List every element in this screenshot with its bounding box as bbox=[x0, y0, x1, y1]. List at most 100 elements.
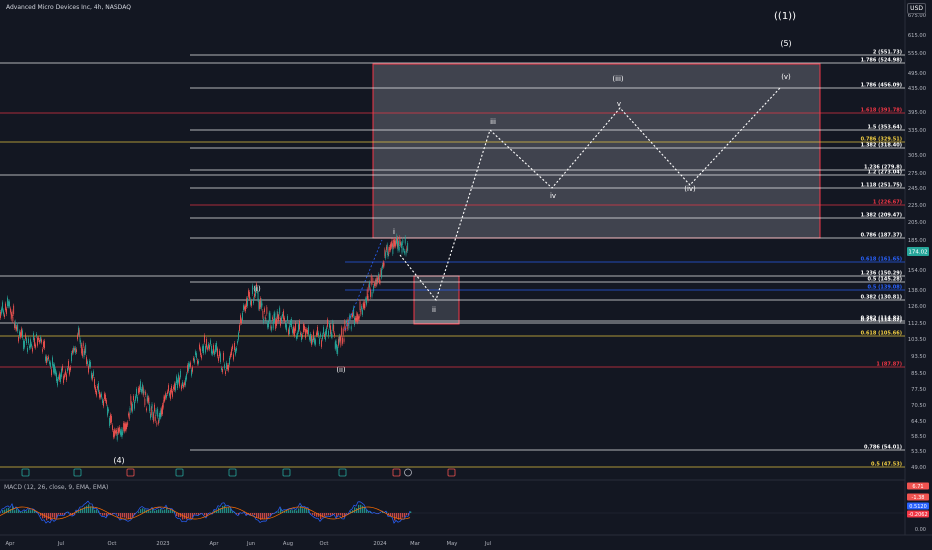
macd-bar bbox=[86, 505, 88, 513]
candle-body bbox=[298, 324, 299, 333]
macd-bar bbox=[232, 511, 234, 513]
candle-body bbox=[238, 332, 239, 340]
target-box[interactable] bbox=[372, 63, 821, 239]
candle-body bbox=[158, 420, 159, 424]
candle-body bbox=[348, 322, 350, 329]
candle-body bbox=[150, 408, 152, 416]
macd-bar bbox=[392, 513, 394, 516]
candle-body bbox=[319, 338, 320, 345]
candle-body bbox=[71, 352, 72, 362]
candle-body bbox=[29, 345, 30, 349]
price-tick: 245.00 bbox=[908, 186, 926, 192]
candle-body bbox=[7, 297, 8, 307]
macd-bar bbox=[404, 513, 406, 518]
candle-body bbox=[116, 429, 117, 434]
candle-body bbox=[295, 323, 296, 331]
candle-body bbox=[340, 337, 342, 346]
candle-body bbox=[142, 387, 144, 396]
candle-body bbox=[318, 332, 319, 337]
candle-body bbox=[117, 428, 119, 433]
currency-button[interactable]: USD bbox=[907, 3, 926, 14]
candle-body bbox=[200, 348, 201, 356]
candle-body bbox=[173, 386, 174, 390]
macd-pane: 6.71 -1.38 0.5120 -0.2062 0.00 bbox=[0, 482, 929, 533]
macd-bar bbox=[100, 513, 102, 515]
macd-bar bbox=[168, 510, 170, 513]
macd-bar bbox=[170, 509, 172, 513]
candle-body bbox=[398, 240, 400, 246]
macd-bar bbox=[350, 511, 352, 513]
macd-bar bbox=[16, 508, 18, 513]
macd-bar bbox=[298, 508, 300, 513]
candle-body bbox=[280, 318, 281, 326]
candle-body bbox=[404, 237, 406, 244]
macd-bar bbox=[388, 513, 390, 516]
candle-body bbox=[241, 319, 242, 323]
macd-bar bbox=[216, 510, 218, 513]
candle-body bbox=[357, 314, 359, 323]
price-tick: 58.50 bbox=[911, 434, 926, 440]
candle-body bbox=[266, 307, 268, 314]
price-tick: 675.00 bbox=[908, 13, 926, 19]
candle-body bbox=[85, 344, 87, 354]
candle-body bbox=[378, 275, 380, 283]
candle-body bbox=[401, 243, 403, 253]
candle-body bbox=[147, 397, 149, 402]
fib-label: 1.786 (524.98) bbox=[861, 58, 902, 64]
candle-body bbox=[56, 372, 57, 382]
wave-label-ii-paren: (ii) bbox=[336, 366, 346, 374]
candle-body bbox=[179, 377, 180, 387]
candle-body bbox=[349, 315, 351, 320]
candle-body bbox=[174, 383, 175, 390]
candle-body bbox=[116, 433, 118, 440]
macd-bar bbox=[226, 507, 228, 513]
macd-bar bbox=[84, 506, 86, 513]
candle-body bbox=[267, 322, 269, 328]
candle-body bbox=[404, 250, 405, 254]
candle-body bbox=[91, 372, 92, 379]
candle-body bbox=[24, 340, 25, 348]
event-markers[interactable] bbox=[21, 468, 456, 477]
macd-tick: 0.00 bbox=[915, 527, 926, 533]
macd-bar bbox=[360, 504, 362, 513]
macd-bar bbox=[330, 513, 332, 516]
candle-body bbox=[366, 298, 367, 305]
candle-body bbox=[260, 298, 261, 308]
macd-bar bbox=[196, 513, 198, 515]
macd-bar bbox=[246, 513, 248, 515]
candle-body bbox=[215, 345, 216, 352]
candle-body bbox=[235, 349, 236, 355]
candle-body bbox=[305, 329, 306, 338]
candle-body bbox=[165, 393, 167, 398]
macd-bar bbox=[6, 508, 8, 513]
macd-bar bbox=[124, 513, 126, 518]
macd-value-badge bbox=[907, 510, 929, 518]
candle-body bbox=[407, 242, 409, 251]
candle-body bbox=[360, 311, 362, 315]
macd-bar bbox=[78, 511, 80, 513]
macd-bar bbox=[254, 513, 256, 515]
wave-label-ii: ii bbox=[432, 306, 436, 314]
candle-body bbox=[228, 364, 229, 371]
price-tick: 495.00 bbox=[908, 71, 926, 77]
candle-body bbox=[262, 310, 264, 318]
candle-body bbox=[272, 317, 273, 320]
wave-label-iv: iv bbox=[550, 192, 556, 200]
candle-body bbox=[396, 235, 398, 242]
candle-body bbox=[394, 240, 395, 247]
candle-body bbox=[250, 299, 251, 305]
candle-body bbox=[55, 368, 56, 375]
candle-body bbox=[188, 363, 189, 371]
time-axis: Apr Jul Oct 2023 Apr Jun Aug Oct 2024 Mar May Jul bbox=[6, 541, 492, 547]
candle-body bbox=[330, 325, 331, 334]
candle-body bbox=[46, 356, 47, 364]
price-tick: 93.50 bbox=[911, 354, 926, 360]
macd-bar bbox=[56, 513, 58, 518]
macd-bar bbox=[110, 513, 112, 515]
candle-body bbox=[327, 319, 328, 327]
candle-body bbox=[283, 310, 284, 320]
macd-bar bbox=[204, 513, 206, 516]
candle-body bbox=[41, 339, 42, 343]
macd-bar bbox=[10, 509, 12, 513]
